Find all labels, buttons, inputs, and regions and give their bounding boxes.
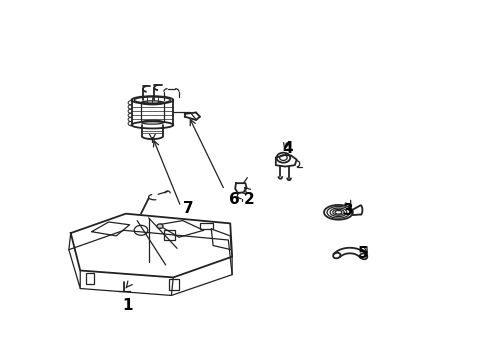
Text: 2: 2 (244, 192, 255, 207)
Bar (164, 230, 175, 240)
Bar (86, 273, 94, 284)
Bar (200, 223, 213, 229)
Circle shape (157, 224, 163, 228)
Text: 5: 5 (358, 246, 368, 261)
Text: 1: 1 (122, 298, 133, 312)
Text: 3: 3 (343, 203, 353, 219)
Bar (170, 279, 179, 290)
Text: 6: 6 (229, 192, 240, 207)
Text: 4: 4 (282, 141, 293, 156)
Text: 7: 7 (183, 201, 194, 216)
